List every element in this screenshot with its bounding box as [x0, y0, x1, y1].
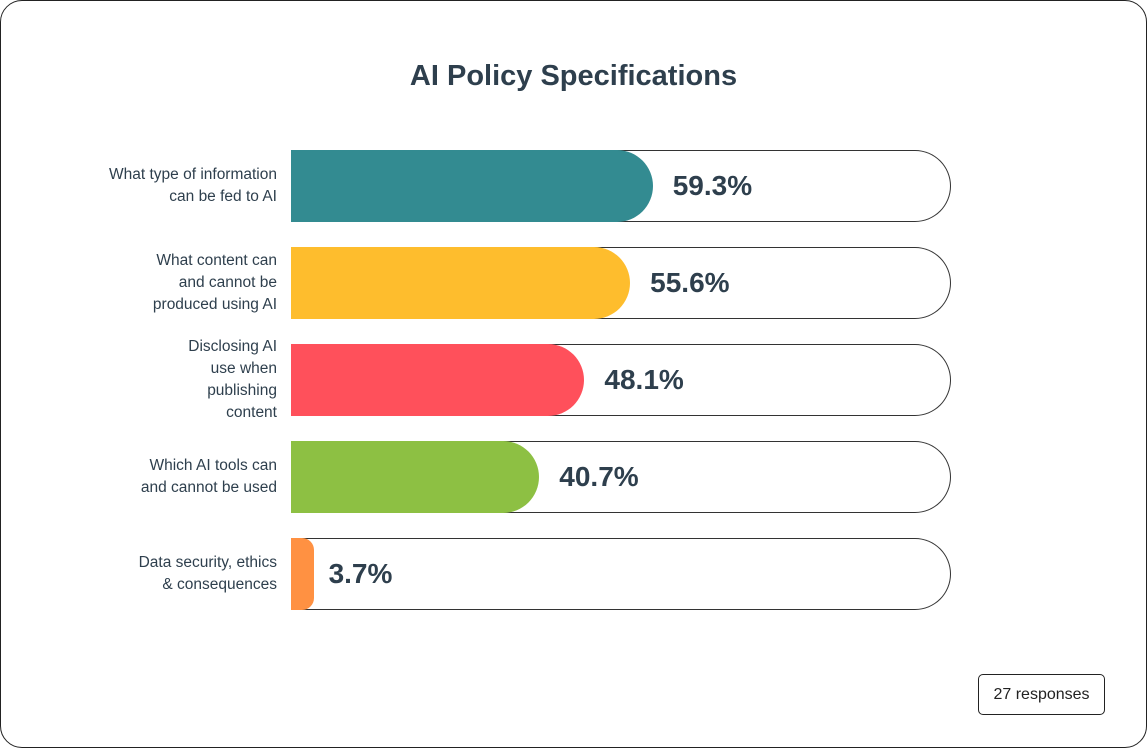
bar	[291, 441, 540, 513]
category-label: Data security, ethics & consequences	[77, 538, 277, 610]
value-label: 48.1%	[604, 364, 684, 395]
bar	[291, 150, 653, 222]
category-label: What content can and cannot be produced us…	[77, 247, 277, 319]
value-label: 3.7%	[328, 558, 393, 589]
bar-row: Data security, ethics & consequences 3.7%	[0, 538, 1147, 610]
bar-track	[291, 247, 951, 319]
bar-track	[291, 344, 951, 416]
bar-row: What content can and cannot be produced us…	[0, 247, 1147, 319]
category-label-text: Disclosing AI use when publishing content	[188, 338, 277, 421]
category-label-text: What type of information can be fed to AI	[109, 166, 277, 205]
bar	[291, 344, 585, 416]
bar-row: What type of information can be fed to AI…	[0, 150, 1147, 222]
bar-track	[291, 538, 951, 610]
value-label: 59.3%	[672, 170, 753, 201]
value-label: 40.7%	[559, 461, 639, 492]
bar	[291, 538, 314, 610]
bar	[291, 247, 631, 319]
category-label-text: Which AI tools can and cannot be used	[140, 457, 277, 496]
value-label: 55.6%	[650, 267, 730, 298]
bar-row: Disclosing AI use when publishing content 48…	[0, 338, 1147, 421]
category-label-text: What content can and cannot be produced us…	[152, 252, 277, 313]
category-label: Disclosing AI use when publishing content	[77, 338, 277, 421]
chart-title: AI Policy Specifications	[409, 60, 738, 92]
bar-row: Which AI tools can and cannot be used 40.7…	[0, 441, 1147, 513]
category-label: What type of information can be fed to AI	[77, 150, 277, 222]
bar-track	[291, 441, 951, 513]
responses-badge: 27 responses	[978, 674, 1105, 715]
category-label: Which AI tools can and cannot be used	[77, 441, 277, 513]
category-label-text: Data security, ethics & consequences	[138, 554, 277, 593]
